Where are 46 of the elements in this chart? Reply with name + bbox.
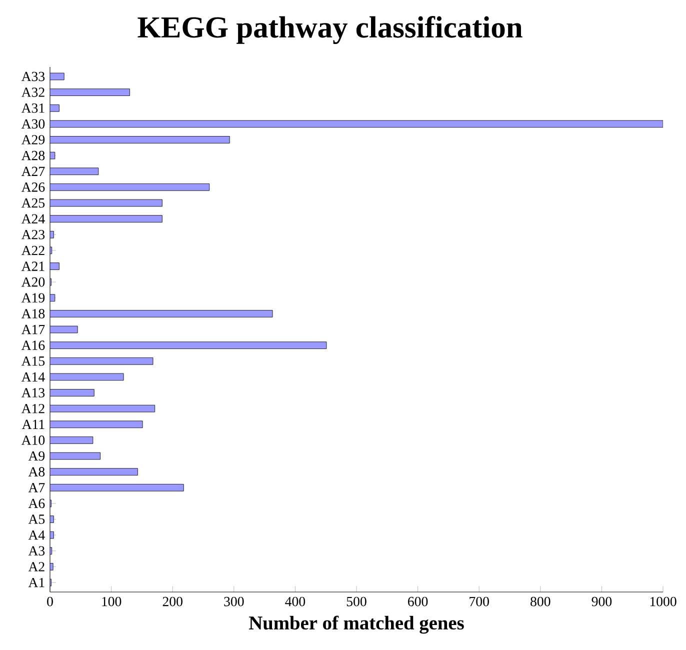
y-tick-label: A5 (28, 514, 45, 524)
y-tick-label: A12 (21, 404, 44, 414)
x-tick-label: 100 (102, 596, 122, 606)
x-tick-label: 1000 (650, 596, 676, 606)
y-tick-label: A16 (21, 340, 45, 350)
y-tick-label: A3 (28, 546, 45, 556)
x-tick-label: 500 (346, 596, 366, 606)
y-tick-label: A14 (21, 372, 45, 382)
y-tick-label: A7 (28, 483, 45, 492)
x-tick-label: 300 (224, 596, 244, 606)
y-tick-label: A25 (21, 198, 45, 208)
y-tick-label: A8 (28, 467, 45, 476)
y-tick-label: A26 (21, 182, 45, 192)
y-tick-label: A13 (21, 388, 45, 398)
x-tick-label: 600 (408, 596, 428, 606)
x-tick-label: 200 (162, 596, 182, 606)
y-tick-label: A15 (21, 356, 45, 366)
x-tick-label: 800 (530, 596, 550, 606)
y-tick-label: A4 (28, 530, 45, 540)
y-tick-label: A29 (21, 135, 45, 144)
x-tick-label: 900 (592, 596, 612, 606)
y-tick-label: A20 (21, 277, 45, 287)
y-tick-label: A18 (21, 309, 45, 318)
y-tick-label: A19 (21, 293, 45, 303)
y-tick-label: A28 (21, 150, 45, 160)
y-tick-label: A10 (21, 436, 45, 445)
y-tick-label: A1 (28, 578, 44, 588)
x-axis-title: Number of matched genes (248, 616, 464, 634)
y-tick-label: A27 (21, 166, 45, 176)
y-tick-label: A30 (21, 119, 45, 129)
y-tick-label: A2 (28, 562, 44, 572)
y-tick-label: A24 (21, 214, 45, 224)
y-tick-label: A17 (21, 324, 45, 334)
y-tick-label: A22 (21, 246, 44, 256)
chart-title: KEGG pathway classification (138, 16, 522, 44)
x-tick-label: 700 (470, 596, 489, 606)
y-tick-label: A31 (21, 103, 44, 113)
x-tick-label: 400 (285, 596, 306, 606)
y-tick-label: A6 (28, 498, 45, 508)
y-tick-label: A21 (21, 262, 44, 271)
x-tick-label: 0 (47, 596, 53, 606)
y-tick-label: A11 (22, 420, 44, 429)
y-tick-label: A32 (21, 88, 44, 97)
y-tick-label: A23 (21, 230, 45, 240)
y-tick-label: A33 (21, 72, 45, 82)
y-tick-label: A9 (28, 451, 45, 461)
